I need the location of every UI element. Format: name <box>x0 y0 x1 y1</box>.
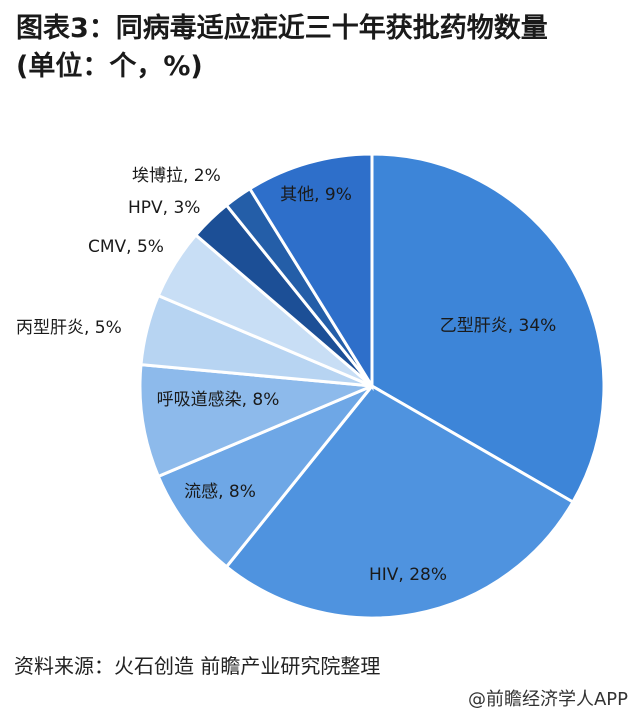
title-line-1: 图表3：同病毒适应症近三十年获批药物数量 <box>16 13 548 44</box>
pie-slice-3 <box>138 362 373 479</box>
slice-label-7: 埃博拉, 2% <box>132 166 221 186</box>
pie-slice-1 <box>224 384 575 620</box>
source-note: 资料来源：火石创造 前瞻产业研究院整理 <box>14 654 381 678</box>
pie-slice-0 <box>370 152 606 505</box>
credit-watermark: @前瞻经济学人APP <box>467 689 628 710</box>
pie-slice-2 <box>156 384 374 569</box>
slice-label-5: CMV, 5% <box>88 237 164 257</box>
chart-title: 图表3：同病毒适应症近三十年获批药物数量 (单位：个，%) <box>16 10 624 86</box>
slice-label-0: 乙型肝炎, 34% <box>440 316 557 336</box>
slice-label-3: 呼吸道感染, 8% <box>157 390 280 410</box>
slice-label-2: 流感, 8% <box>184 482 256 502</box>
slice-label-1: HIV, 28% <box>369 565 447 585</box>
slice-label-4: 丙型肝炎, 5% <box>16 318 122 338</box>
title-line-2: (单位：个，%) <box>16 51 203 82</box>
slice-label-8: 其他, 9% <box>280 185 352 205</box>
slice-label-6: HPV, 3% <box>128 198 200 218</box>
pie-slice-8 <box>247 152 374 392</box>
